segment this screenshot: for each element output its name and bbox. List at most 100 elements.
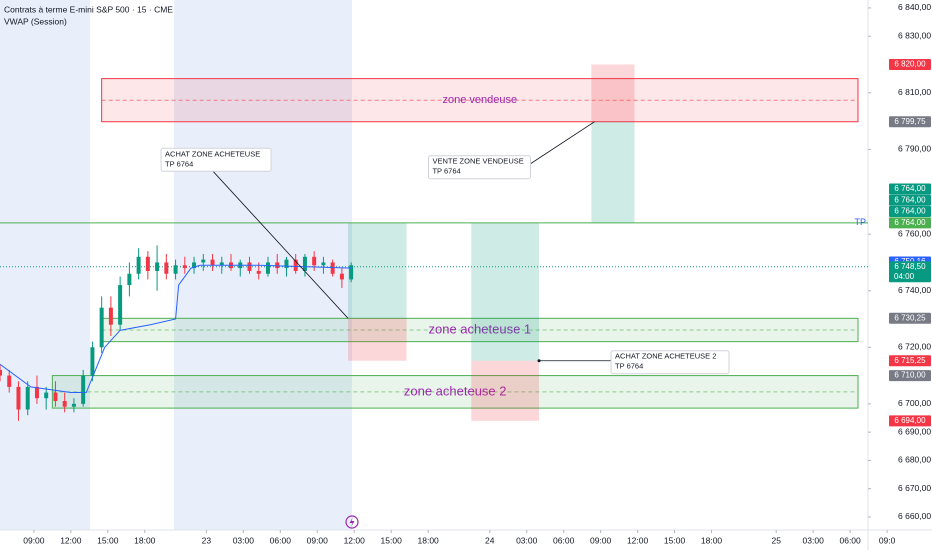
price-label: 6 764,00 [894,207,926,216]
candle-body [118,285,123,325]
candle-body [16,386,21,410]
candle-body [81,375,86,404]
y-tick-label: 6 660,00 [898,511,931,521]
annotation-text: ACHAT ZONE ACHETEUSE 2 [615,352,716,361]
candle-body [173,265,178,274]
y-tick-label: 6 840,00 [898,2,931,12]
candle-body [7,375,12,387]
x-tick-label: 03:00 [516,535,538,545]
annotation-leader [530,121,595,165]
y-tick-label: 6 680,00 [898,455,931,465]
x-tick-label: 09:00 [307,535,329,545]
candle-body [275,262,280,269]
position-stop [471,360,540,421]
y-tick-label: 6 790,00 [898,144,931,154]
price-label-bg [889,206,931,218]
chart-title: Contrats à terme E-mini S&P 500 · 15 · C… [4,4,173,14]
price-label-bg [889,183,931,195]
zone-label: zone acheteuse 2 [404,383,507,398]
price-label-bg [889,58,931,70]
candle-body [210,259,215,266]
price-label-bg [889,355,931,367]
price-label: 6 764,00 [894,195,926,204]
plot: zone vendeuse zone acheteuse 1 zone achete… [0,64,868,421]
y-tick-label: 6 760,00 [898,228,931,238]
candle-body [219,262,224,266]
candle-body [302,256,307,271]
x-tick-label: 06:00 [839,535,861,545]
price-label: 6 710,00 [894,371,926,380]
price-label-bg [889,217,931,229]
candle-body [145,256,150,271]
y-tick-label: 6 810,00 [898,87,931,97]
session-band [0,0,90,530]
candle-body [90,347,95,376]
price-label: 6 764,00 [894,218,926,227]
price-label-bg [889,116,931,128]
position-target [471,222,540,361]
annotation-anchor [537,359,541,363]
candle-body [25,386,30,410]
x-tick-label: 12:00 [344,535,366,545]
candle-body [312,256,317,266]
candle-body [108,307,113,325]
candle-body [247,262,252,271]
candle-body [34,386,39,399]
y-tick-label: 6 720,00 [898,342,931,352]
x-tick-label: 15:00 [664,535,686,545]
last-price-label: 6 748,50 [894,262,926,271]
y-tick-label: 6 830,00 [898,30,931,40]
x-tick-label: 12:00 [627,535,649,545]
position-stop [348,318,407,361]
candle-body [201,259,206,263]
x-tick-label: 23 [202,535,212,545]
candle-body [339,273,344,280]
x-tick-label: 15:00 [381,535,403,545]
price-label-bg [889,194,931,206]
x-tick-label: 25 [771,535,781,545]
candle-body [182,265,187,269]
x-tick-label: 18:00 [418,535,440,545]
x-tick-label: 03:00 [803,535,825,545]
candle-body [349,265,354,280]
price-label: 6 820,00 [894,60,926,69]
annotation-box [610,350,730,375]
annotation-box [160,147,272,172]
candle-body [265,262,270,274]
alert-icon [345,515,359,529]
candle-body [53,392,58,402]
candle-body [127,273,132,286]
price-label-bg [889,415,931,427]
x-tick-label: 18:00 [134,535,156,545]
candle-body [99,307,104,348]
annotation-text: TP 6764 [432,167,460,176]
x-tick-label: 06:00 [270,535,292,545]
price-label: 6 799,75 [894,117,926,126]
y-tick-label: 6 670,00 [898,483,931,493]
price-label: 6 694,00 [894,416,926,425]
x-tick-label: 03:00 [233,535,255,545]
price-label-bg [889,370,931,382]
zone-label: zone vendeuse [443,94,518,106]
annotation-text: TP 6764 [615,362,643,371]
x-tick-label: 24 [485,535,495,545]
countdown: 04:00 [894,272,915,281]
candle-body [192,262,197,269]
candle-body [284,259,289,269]
y-tick-label: 6 700,00 [898,398,931,408]
candle-body [44,392,49,399]
annotation-box [427,155,531,180]
price-label-bg [889,312,931,324]
x-tick-label: 12:00 [60,535,82,545]
x-tick-label: 09:0 [879,535,896,545]
x-tick-label: 06:00 [553,535,575,545]
position-target [591,121,635,223]
candle-body [62,401,67,407]
candle-body [256,270,261,274]
price-label: 6 730,25 [894,313,926,322]
tp-label: TP [854,217,866,227]
vwap-line [0,264,352,394]
position-stop [591,64,635,122]
x-tick-label: 15:00 [97,535,119,545]
